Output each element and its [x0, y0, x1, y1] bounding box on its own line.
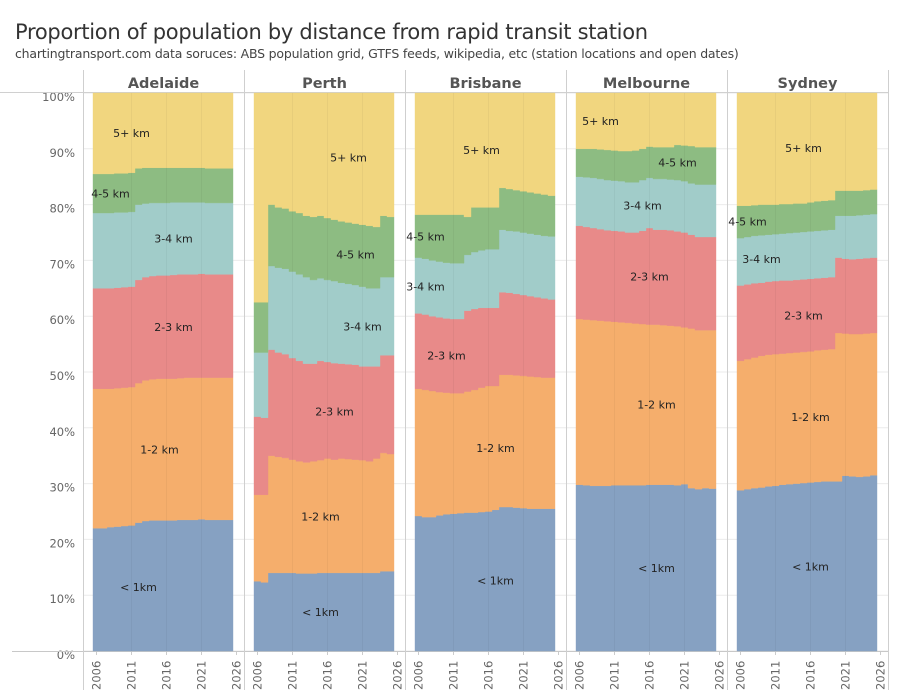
band-label: < 1km: [120, 581, 157, 594]
x-tick-label: 2006: [412, 661, 426, 690]
band-label: 3-4 km: [623, 199, 662, 212]
band-label: 3-4 km: [406, 281, 445, 294]
panel-adelaide: < 1km 1-2 km 2-3 km 3-4 km 4-5 km 5+ km: [91, 92, 234, 652]
band-label: < 1km: [638, 562, 675, 575]
area-band: [92, 519, 234, 652]
band-label: 3-4 km: [343, 321, 382, 334]
x-tick-label: 2016: [321, 661, 335, 690]
band-label: 2-3 km: [315, 405, 354, 418]
band-label: 4-5 km: [728, 215, 767, 228]
band-label: 3-4 km: [154, 233, 193, 246]
y-tick-label: 20%: [49, 536, 75, 550]
y-tick-label: 100%: [42, 90, 75, 104]
x-tick-label: 2016: [160, 661, 174, 690]
x-tick-label: 2006: [90, 661, 104, 690]
x-tick-label: 2006: [734, 661, 748, 690]
band-label: 4-5 km: [406, 231, 445, 244]
y-tick-label: 60%: [49, 313, 75, 327]
band-label: 5+ km: [463, 144, 500, 157]
y-tick-label: 90%: [49, 146, 75, 160]
y-tick-label: 50%: [49, 369, 75, 383]
band-label: 4-5 km: [91, 187, 130, 200]
area-band: [414, 92, 556, 218]
y-tick-label: 40%: [49, 425, 75, 439]
y-tick-label: 70%: [49, 257, 75, 271]
panel-melbourne: < 1km 1-2 km 2-3 km 3-4 km 4-5 km 5+ km: [575, 92, 717, 652]
x-tick-label: 2011: [608, 661, 622, 690]
band-label: 4-5 km: [658, 156, 697, 169]
area-band: [736, 92, 878, 206]
y-tick-label: 30%: [49, 481, 75, 495]
panel-header-brisbane: Brisbane: [449, 76, 521, 92]
x-tick-label: 2016: [482, 661, 496, 690]
band-label: 2-3 km: [154, 321, 193, 334]
panel-header-sydney: Sydney: [778, 76, 838, 92]
x-tick-label: 2026: [713, 661, 727, 690]
band-label: < 1km: [792, 561, 829, 574]
chart-subtitle: chartingtransport.com data soruces: ABS …: [15, 46, 739, 61]
band-label: 5+ km: [582, 115, 619, 128]
area-band: [575, 92, 717, 152]
panel-sydney: < 1km 1-2 km 2-3 km 3-4 km 4-5 km 5+ km: [728, 92, 878, 652]
band-label: < 1km: [477, 574, 514, 587]
band-label: < 1km: [302, 606, 339, 619]
band-label: 1-2 km: [301, 511, 340, 524]
panel-brisbane: < 1km 1-2 km 2-3 km 3-4 km 4-5 km 5+ km: [406, 92, 556, 652]
x-tick-label: 2021: [195, 661, 209, 690]
x-tick-label: 2006: [573, 661, 587, 690]
band-label: 1-2 km: [791, 411, 830, 424]
x-tick-label: 2026: [230, 661, 244, 690]
x-tick-label: 2011: [125, 661, 139, 690]
panel-perth: < 1km 1-2 km 2-3 km 3-4 km 4-5 km 5+ km: [253, 92, 395, 652]
x-tick-label: 2021: [678, 661, 692, 690]
band-label: 1-2 km: [140, 444, 179, 457]
band-label: 5+ km: [330, 152, 367, 165]
panel-header-melbourne: Melbourne: [603, 76, 690, 92]
x-tick-label: 2016: [804, 661, 818, 690]
area-band: [92, 92, 234, 175]
y-tick-label: 80%: [49, 202, 75, 216]
x-tick-label: 2026: [391, 661, 405, 690]
y-tick-label: 10%: [49, 592, 75, 606]
area-band: [253, 92, 395, 303]
x-tick-label: 2011: [447, 661, 461, 690]
y-tick-label: 0%: [57, 648, 75, 662]
band-label: 1-2 km: [637, 399, 676, 412]
x-tick-label: 2021: [517, 661, 531, 690]
band-label: 2-3 km: [630, 270, 669, 283]
band-label: 1-2 km: [476, 442, 515, 455]
band-label: 2-3 km: [427, 350, 466, 363]
band-label: 5+ km: [113, 127, 150, 140]
x-tick-label: 2016: [643, 661, 657, 690]
x-tick-label: 2026: [552, 661, 566, 690]
x-tick-label: 2011: [769, 661, 783, 690]
x-tick-label: 2011: [286, 661, 300, 690]
band-label: 4-5 km: [336, 248, 375, 261]
x-tick-label: 2021: [839, 661, 853, 690]
chart-title: Proportion of population by distance fro…: [15, 20, 648, 44]
panel-header-perth: Perth: [302, 76, 347, 92]
band-label: 2-3 km: [784, 310, 823, 323]
x-tick-label: 2021: [356, 661, 370, 690]
band-label: 5+ km: [785, 142, 822, 155]
band-label: 3-4 km: [742, 253, 781, 266]
x-tick-label: 2006: [251, 661, 265, 690]
x-tick-label: 2026: [874, 661, 888, 690]
panel-header-adelaide: Adelaide: [128, 76, 200, 92]
